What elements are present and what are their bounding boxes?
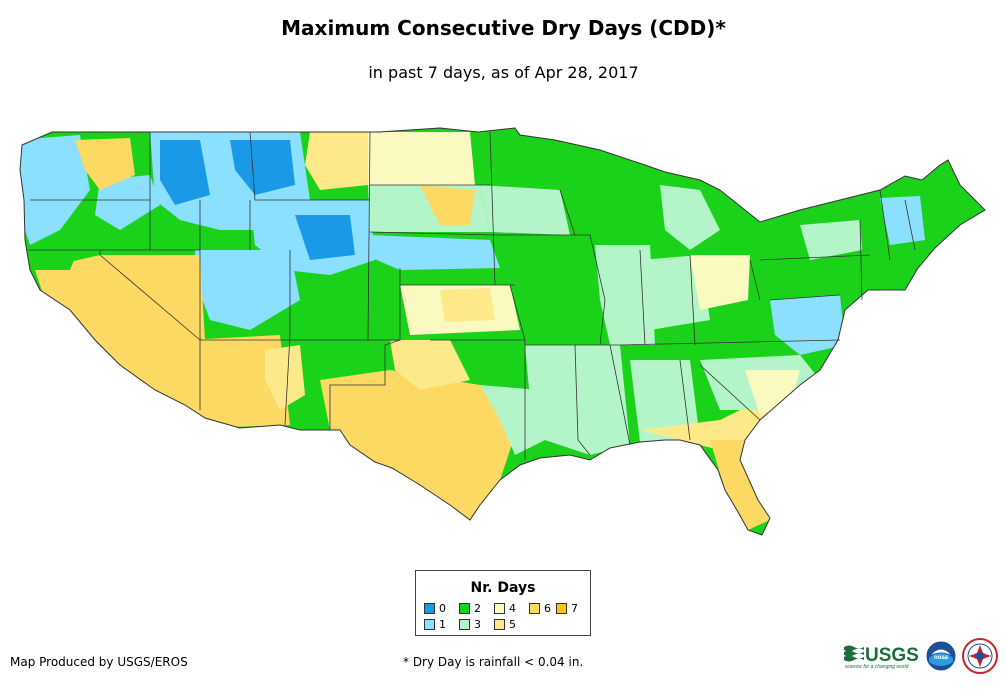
legend-label-0: 0 (439, 602, 446, 615)
legend-item-5: 5 (494, 619, 516, 631)
cdd-region-1day-oregon (95, 175, 160, 230)
dry-day-footnote: * Dry Day is rainfall < 0.04 in. (403, 655, 584, 669)
legend-title: Nr. Days (470, 580, 536, 596)
legend-label-5: 5 (509, 618, 516, 631)
cdd-region-2days-north-california (30, 245, 80, 270)
legend-label-7: 7 (571, 602, 578, 615)
legend-item-4: 4 (494, 603, 516, 615)
cdd-region-6days-wa-interior (75, 138, 135, 190)
legend-item-6: 6 (529, 603, 551, 615)
legend-swatch-4 (494, 603, 505, 614)
cdd-region-3days-minnesota-south (480, 185, 570, 235)
cdd-region-3days-illinois-indiana (595, 245, 655, 345)
map-credit: Map Produced by USGS/EROS (10, 655, 188, 669)
map-legend: Nr. Days 0 1 2 3 4 5 6 7 (415, 570, 591, 636)
cdd-region-6days-nevada (100, 255, 205, 340)
usgs-logo-text: USGS (865, 645, 919, 666)
legend-swatch-1 (424, 619, 435, 630)
legend-label-2: 2 (474, 602, 481, 615)
cdd-region-5days-oklahoma-west (390, 340, 470, 390)
cdd-region-0days-wyoming (295, 215, 355, 260)
cdd-region-6days-arizona (180, 335, 290, 428)
legend-swatch-3 (459, 619, 470, 630)
cdd-region-5days-kansas-central (440, 288, 495, 322)
legend-swatch-6 (529, 603, 540, 614)
cdd-region-3days-east-texas (480, 385, 545, 455)
cdd-region-4days-ohio (690, 255, 750, 310)
noaa-logo-text: noaa (934, 655, 949, 661)
noaa-logo: noaa (925, 640, 957, 672)
cdd-region-3days-ohio-valley (640, 255, 710, 330)
nws-seal-icon (962, 638, 998, 674)
cdd-region-5days-nm-west (265, 345, 305, 410)
legend-label-6: 6 (544, 602, 551, 615)
cdd-region-1day-pacific-nw (20, 135, 90, 245)
cdd-region-2days-colorado (300, 290, 405, 345)
cdd-region-1day-new-england (880, 196, 925, 245)
legend-item-1: 1 (424, 619, 446, 631)
cdd-region-1day-utah (195, 250, 300, 330)
map-subtitle: in past 7 days, as of Apr 28, 2017 (368, 63, 639, 82)
legend-item-2: 2 (459, 603, 481, 615)
usgs-logo: USGS science for a changing world (844, 645, 919, 670)
cdd-region-0days-idaho (160, 140, 210, 205)
cdd-region-3days-michigan (660, 185, 720, 250)
cdd-raster-layer (20, 128, 985, 535)
cdd-region-4days-north-dakota (368, 132, 475, 185)
legend-label-3: 3 (474, 618, 481, 631)
legend-swatch-2 (459, 603, 470, 614)
cdd-region-6days-texas (320, 370, 520, 520)
legend-swatch-5 (494, 619, 505, 630)
cdd-region-1day-nebraska (370, 235, 500, 270)
cdd-region-0days-montana (230, 140, 295, 195)
cdd-region-3days-new-york (800, 220, 862, 260)
cdd-region-5days-east-montana (305, 132, 370, 190)
cdd-region-6days-california (35, 255, 200, 410)
legend-item-0: 0 (424, 603, 446, 615)
legend-item-7: 7 (556, 603, 578, 615)
legend-label-4: 4 (509, 602, 516, 615)
legend-item-3: 3 (459, 619, 481, 631)
usgs-logo-tagline: science for a changing world (845, 664, 909, 670)
cdd-region-6days-sd-interior (420, 185, 475, 225)
legend-swatch-7 (556, 603, 567, 614)
state-boundaries (19, 127, 986, 536)
legend-swatch-0 (424, 603, 435, 614)
cdd-region-3days-lower-mississippi (525, 345, 630, 455)
map-title: Maximum Consecutive Dry Days (CDD)* (281, 16, 726, 40)
legend-label-1: 1 (439, 618, 446, 631)
